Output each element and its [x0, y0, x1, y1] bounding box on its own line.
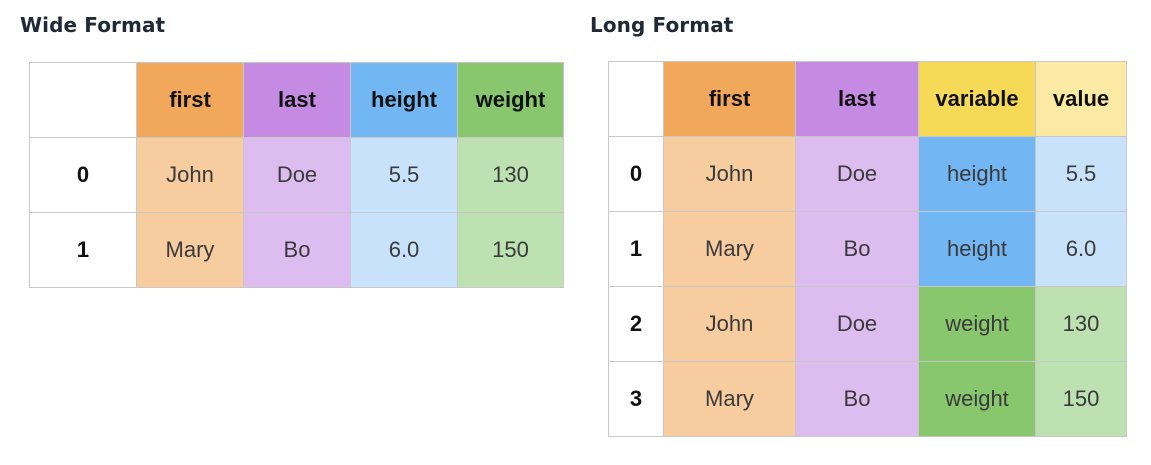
cell-first: Mary: [136, 212, 244, 288]
header-row: first last height weight: [29, 62, 564, 138]
cell-variable: weight: [918, 361, 1036, 437]
table-row: 3 Mary Bo weight 150: [608, 361, 1127, 437]
cell-first: Mary: [663, 361, 796, 437]
cell-variable: weight: [918, 286, 1036, 362]
row-index: 1: [29, 212, 137, 288]
table-row: 1 Mary Bo height 6.0: [608, 211, 1127, 287]
row-index: 0: [608, 136, 664, 212]
column-header-height: height: [350, 62, 458, 138]
cell-variable: height: [918, 211, 1036, 287]
corner-cell: [608, 61, 664, 137]
cell-variable: height: [918, 136, 1036, 212]
cell-last: Doe: [243, 137, 351, 213]
cell-value: 150: [1035, 361, 1127, 437]
cell-last: Doe: [795, 286, 919, 362]
column-header-value: value: [1035, 61, 1127, 137]
column-header-last: last: [243, 62, 351, 138]
column-header-weight: weight: [457, 62, 564, 138]
column-header-last: last: [795, 61, 919, 137]
corner-cell: [29, 62, 137, 138]
cell-first: John: [663, 136, 796, 212]
table-row: 0 John Doe height 5.5: [608, 136, 1127, 212]
cell-first: John: [136, 137, 244, 213]
cell-last: Bo: [243, 212, 351, 288]
table-row: 1 Mary Bo 6.0 150: [29, 212, 564, 288]
wide-format-table: first last height weight 0 John Doe 5.5 …: [29, 62, 564, 288]
cell-value: 5.5: [1035, 136, 1127, 212]
cell-weight: 130: [457, 137, 564, 213]
row-index: 3: [608, 361, 664, 437]
table-row: 2 John Doe weight 130: [608, 286, 1127, 362]
cell-last: Doe: [795, 136, 919, 212]
cell-value: 130: [1035, 286, 1127, 362]
cell-value: 6.0: [1035, 211, 1127, 287]
long-format-title: Long Format: [590, 13, 734, 37]
table-row: 0 John Doe 5.5 130: [29, 137, 564, 213]
column-header-first: first: [136, 62, 244, 138]
cell-height: 6.0: [350, 212, 458, 288]
cell-first: Mary: [663, 211, 796, 287]
row-index: 0: [29, 137, 137, 213]
cell-last: Bo: [795, 211, 919, 287]
cell-height: 5.5: [350, 137, 458, 213]
wide-format-title: Wide Format: [20, 13, 166, 37]
cell-first: John: [663, 286, 796, 362]
column-header-variable: variable: [918, 61, 1036, 137]
column-header-first: first: [663, 61, 796, 137]
cell-weight: 150: [457, 212, 564, 288]
cell-last: Bo: [795, 361, 919, 437]
row-index: 2: [608, 286, 664, 362]
long-format-table: first last variable value 0 John Doe hei…: [608, 61, 1127, 437]
row-index: 1: [608, 211, 664, 287]
header-row: first last variable value: [608, 61, 1127, 137]
